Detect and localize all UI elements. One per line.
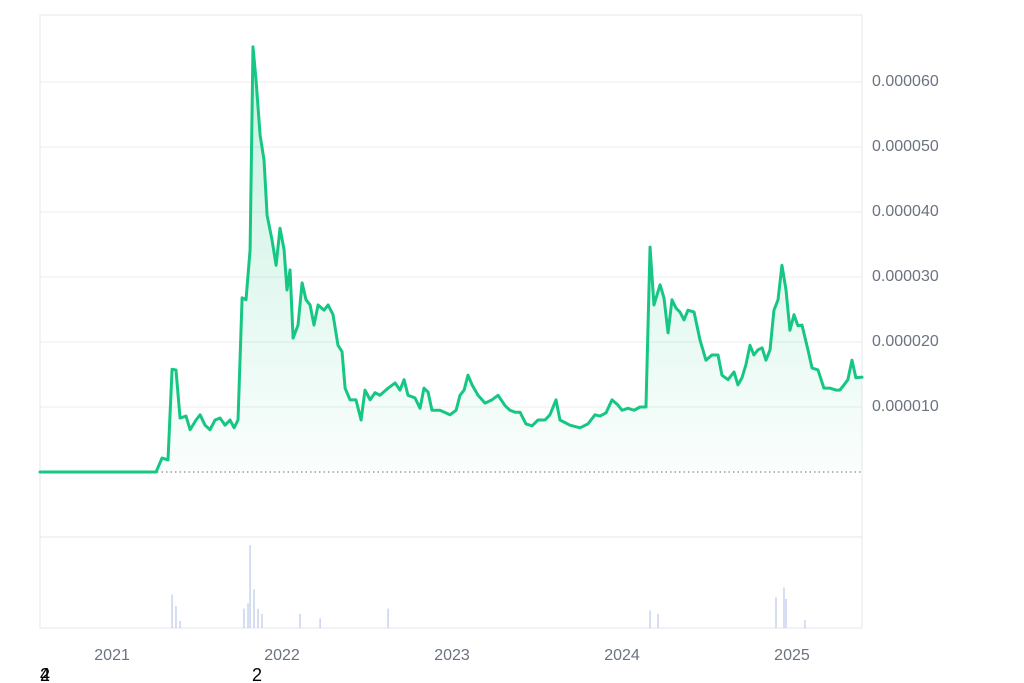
y-tick-label: 0.000030 [872, 268, 939, 285]
volume-bar [179, 620, 181, 628]
x-tick-label: 2022 [264, 647, 300, 664]
price-line [38, 45, 864, 474]
footer-mark: 4 [40, 665, 50, 683]
volume-bar [243, 608, 245, 628]
volume-bar [649, 610, 651, 628]
x-tick-label: 2024 [604, 647, 640, 664]
footer-mark: 2 [40, 665, 50, 683]
x-tick-label: 2025 [774, 647, 810, 664]
volume-bar [253, 589, 255, 628]
volume-bar [387, 608, 389, 628]
footer-mark: 2 [252, 665, 262, 683]
plot-frame [39, 14, 863, 629]
volume-bar [171, 594, 173, 628]
y-tick-label: 0.000020 [872, 333, 939, 350]
x-tick-label: 2023 [434, 647, 470, 664]
price-area [40, 46, 862, 473]
y-tick-label: 0.000050 [872, 138, 939, 155]
volume-bar [775, 597, 777, 628]
volume-bar [247, 603, 249, 628]
volume-bar [657, 613, 659, 628]
volume-bar [785, 598, 787, 628]
volume-bar [299, 613, 301, 628]
volume-bar [257, 608, 259, 628]
volume-bar [249, 545, 251, 628]
volume-bar [319, 618, 321, 628]
volume-bar [804, 620, 806, 628]
volume-bar [175, 606, 177, 628]
x-tick-label: 2021 [94, 647, 130, 664]
y-tick-label: 0.000010 [872, 398, 939, 415]
y-tick-label: 0.000060 [872, 73, 939, 90]
y-tick-label: 0.000040 [872, 203, 939, 220]
volume-bar [261, 613, 263, 628]
volume-bar [783, 587, 785, 628]
